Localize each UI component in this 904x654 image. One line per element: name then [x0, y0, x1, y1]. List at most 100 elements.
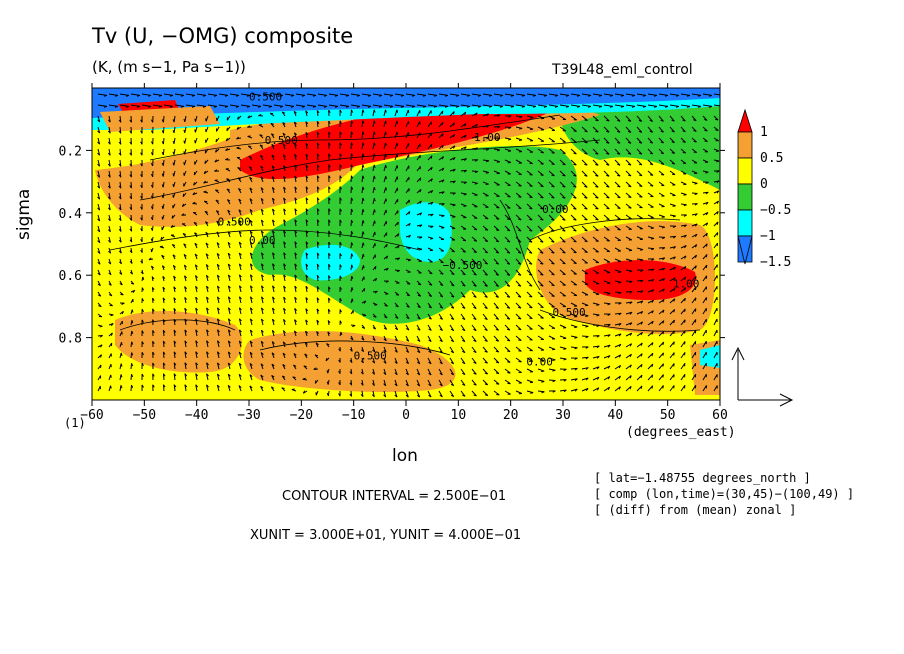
wind-vector-head	[684, 298, 686, 302]
wind-vector-head	[385, 187, 387, 191]
wind-vector	[526, 148, 534, 153]
wind-vector-head	[261, 296, 264, 300]
wind-vector-head	[140, 249, 143, 253]
wind-vector	[261, 285, 264, 293]
wind-vector-head	[110, 385, 112, 389]
wind-vector	[636, 192, 643, 198]
wind-vector	[669, 330, 675, 337]
wind-vector	[97, 104, 107, 107]
wind-vector-head	[108, 240, 111, 243]
wind-vector-head	[607, 324, 611, 327]
wind-vector-head	[140, 174, 143, 178]
wind-vector-head	[129, 119, 132, 123]
wind-vector-head	[428, 317, 432, 320]
wind-vector	[405, 93, 415, 96]
wind-vector	[691, 286, 697, 293]
x-tick-label: 10	[451, 408, 467, 423]
wind-vector	[680, 330, 686, 337]
wind-vector-head	[629, 353, 632, 358]
wind-vector-head	[642, 105, 647, 108]
wind-vector-head	[673, 235, 677, 239]
wind-vector	[680, 341, 686, 348]
wind-vector	[305, 241, 308, 249]
wind-vector-head	[249, 374, 253, 378]
wind-vector-head	[464, 123, 467, 127]
wind-vector-head	[326, 370, 329, 374]
wind-vector	[493, 93, 503, 96]
wind-vector-head	[294, 175, 298, 179]
wind-vector	[592, 214, 599, 221]
wind-vector-head	[129, 250, 133, 254]
wind-vector	[184, 373, 187, 381]
wind-vector	[173, 384, 176, 392]
wind-vector-head	[395, 305, 399, 308]
wind-vector	[316, 197, 319, 205]
wind-vector-head	[694, 233, 698, 237]
wind-vector-head	[227, 263, 231, 267]
wind-vector-head	[217, 351, 220, 355]
wind-vector-head	[651, 320, 654, 325]
wind-vector-head	[184, 307, 188, 311]
wind-vector	[603, 93, 613, 96]
wind-vector-head	[607, 344, 611, 348]
wind-vector	[249, 285, 253, 293]
wind-vector-head	[350, 164, 354, 168]
wind-vector	[537, 148, 544, 154]
wind-vector-head	[316, 120, 320, 124]
wind-vector-head	[141, 352, 144, 356]
wind-vector-head	[617, 130, 621, 133]
wind-vector-head	[118, 250, 122, 254]
wind-vector-head	[529, 240, 533, 243]
wind-vector	[272, 219, 275, 227]
wind-vector	[592, 148, 599, 155]
wind-vector-head	[226, 127, 228, 131]
wind-vector	[636, 170, 643, 177]
wind-vector-head	[152, 373, 155, 377]
wind-vector	[669, 104, 679, 107]
wind-vector-head	[705, 243, 708, 247]
wind-vector-head	[640, 364, 643, 368]
wind-vector	[559, 280, 566, 286]
wind-vector-head	[540, 240, 544, 243]
wind-vector	[658, 330, 665, 337]
wind-vector-head	[540, 284, 544, 287]
wind-vector-head	[203, 190, 207, 193]
wind-vector-head	[585, 367, 589, 370]
wind-vector	[559, 236, 566, 243]
wind-vector-head	[184, 329, 188, 333]
wind-vector-head	[406, 328, 410, 331]
wind-vector	[592, 104, 602, 107]
wind-vector-head	[108, 294, 113, 297]
wind-vector-head	[161, 184, 164, 188]
wind-vector-head	[684, 245, 687, 249]
wind-vector-head	[651, 363, 654, 368]
wind-vector-head	[629, 260, 633, 262]
wind-vector-head	[433, 94, 438, 97]
wind-vector-head	[627, 163, 632, 166]
wind-vector-head	[327, 331, 331, 335]
wind-vector-head	[305, 308, 309, 312]
wind-vector-head	[206, 296, 209, 300]
wind-vector	[658, 148, 665, 155]
wind-vector	[361, 164, 364, 172]
wind-vector	[238, 285, 242, 293]
wind-vector-head	[473, 383, 477, 386]
wind-vector	[482, 214, 489, 220]
wind-vector-head	[617, 119, 621, 122]
wind-vector-head	[378, 105, 383, 108]
contour-label: 0.500	[249, 90, 282, 103]
wind-vector-head	[181, 213, 185, 216]
x-tick-label: 50	[660, 408, 676, 423]
wind-vector-head	[247, 115, 250, 119]
wind-vector	[636, 310, 643, 315]
wind-vector-head	[462, 284, 466, 287]
wind-vector	[306, 93, 316, 96]
wind-vector-head	[150, 184, 154, 188]
wind-vector	[713, 318, 718, 326]
wind-vector	[559, 170, 566, 177]
wind-vector-head	[473, 262, 477, 265]
wind-vector-head	[373, 131, 376, 135]
wind-vector-head	[351, 287, 354, 291]
wind-vector-head	[374, 278, 378, 282]
wind-vector-head	[417, 372, 421, 376]
